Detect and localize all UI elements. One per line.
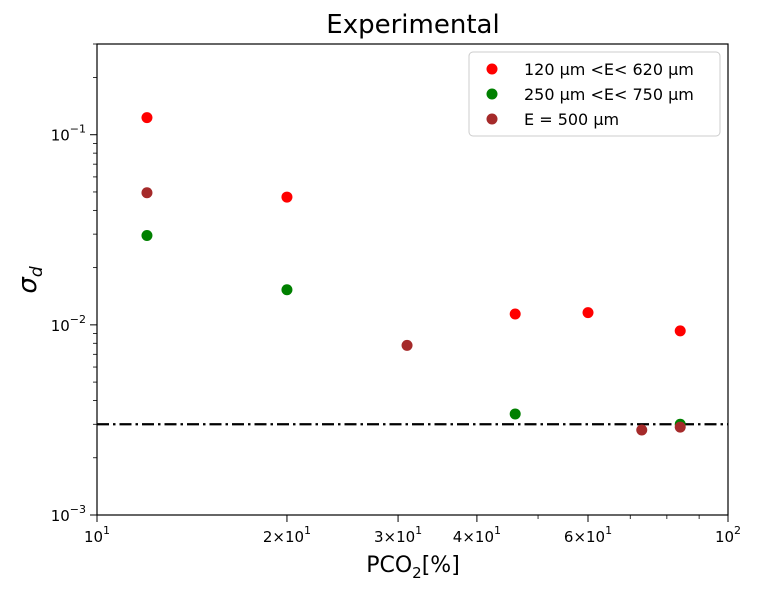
y-tick-label: 10−2: [51, 313, 86, 335]
x-tick-label: 2×101: [263, 524, 311, 546]
legend-label: E = 500 μm: [524, 110, 619, 129]
data-point-series-3: [401, 339, 413, 351]
plot-frame: [96, 43, 729, 516]
data-point-series-2: [141, 230, 153, 242]
data-point-series-1: [509, 308, 521, 320]
data-point-series-1: [582, 307, 594, 319]
y-tick-label: 10−1: [51, 123, 86, 145]
plot-area: [96, 43, 729, 516]
legend-marker: [486, 113, 498, 125]
x-tick-label: 4×101: [453, 524, 501, 546]
y-tick-label: 10−3: [51, 503, 86, 525]
x-tick-label: 3×101: [374, 524, 422, 546]
data-point-series-2: [509, 408, 521, 420]
data-point-series-1: [281, 191, 293, 203]
data-point-series-3: [141, 187, 153, 199]
legend-frame: [468, 51, 721, 137]
x-tick-label: 101: [84, 524, 110, 546]
legend-label: 120 μm <E< 620 μm: [524, 60, 694, 79]
y-axis: 10−3 10−2 10−1: [51, 43, 97, 525]
x-tick-label: 102: [715, 524, 741, 546]
data-point-series-1: [141, 112, 153, 124]
legend-marker: [486, 63, 498, 75]
data-point-series-3: [636, 424, 648, 436]
data-point-series-3: [674, 421, 686, 433]
legend: 120 μm <E< 620 μm 250 μm <E< 750 μm E = 50…: [468, 51, 721, 137]
chart-title: Experimental: [326, 10, 499, 40]
data-point-series-1: [674, 325, 686, 337]
legend-marker: [486, 88, 498, 100]
x-tick-label: 6×101: [564, 524, 612, 546]
x-axis-label: PCO2[%]: [366, 553, 460, 582]
legend-label: 250 μm <E< 750 μm: [524, 85, 694, 104]
y-axis-label: σd: [13, 266, 47, 293]
data-point-series-2: [281, 284, 293, 296]
x-axis: 101 2×101 3×101 4×101 6×101 102: [84, 515, 741, 546]
